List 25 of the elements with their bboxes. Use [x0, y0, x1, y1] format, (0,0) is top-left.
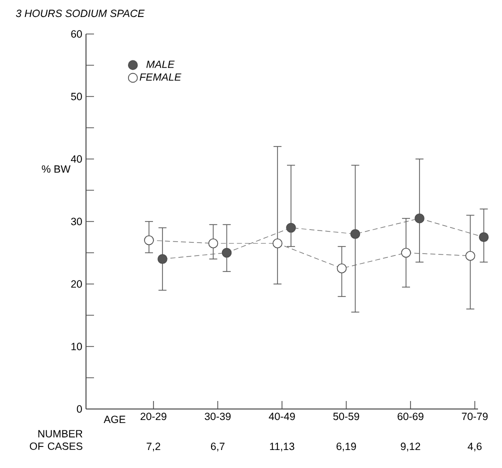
x-tick-label: 60-69 — [398, 412, 424, 420]
y-tick-label: 50 — [71, 92, 82, 100]
legend-label: FEMALE — [140, 73, 182, 81]
y-axis-title: % BW — [42, 165, 70, 173]
text: 7,2 — [146, 442, 160, 452]
y-tick-label: 20 — [71, 280, 82, 288]
x-tick-label: 50-59 — [333, 412, 360, 420]
text: 6,19 — [336, 442, 356, 452]
x-tick-label: 30-39 — [204, 412, 231, 420]
text: 4,6 — [468, 442, 482, 452]
text: 6,7 — [210, 442, 224, 452]
y-tick-label: 40 — [70, 155, 82, 163]
y-tick-label: 0 — [76, 405, 82, 413]
x-tick-label: 70-79 — [462, 412, 488, 420]
text: 11,13 — [270, 442, 294, 452]
x-axis-title: AGE — [104, 416, 126, 424]
x-tick-label: 20-29 — [140, 412, 166, 420]
y-tick-label: 30 — [71, 218, 82, 226]
legend-label: MALE — [146, 60, 175, 68]
text: 9,12 — [400, 442, 420, 452]
y-tick-label: 10 — [71, 342, 82, 350]
y-tick-label: 60 — [71, 30, 82, 38]
x-tick-label: 40-49 — [268, 412, 295, 420]
chart-title: 3 HOURS SODIUM SPACE — [16, 10, 145, 18]
text: NUMBER OF CASES — [30, 430, 82, 450]
